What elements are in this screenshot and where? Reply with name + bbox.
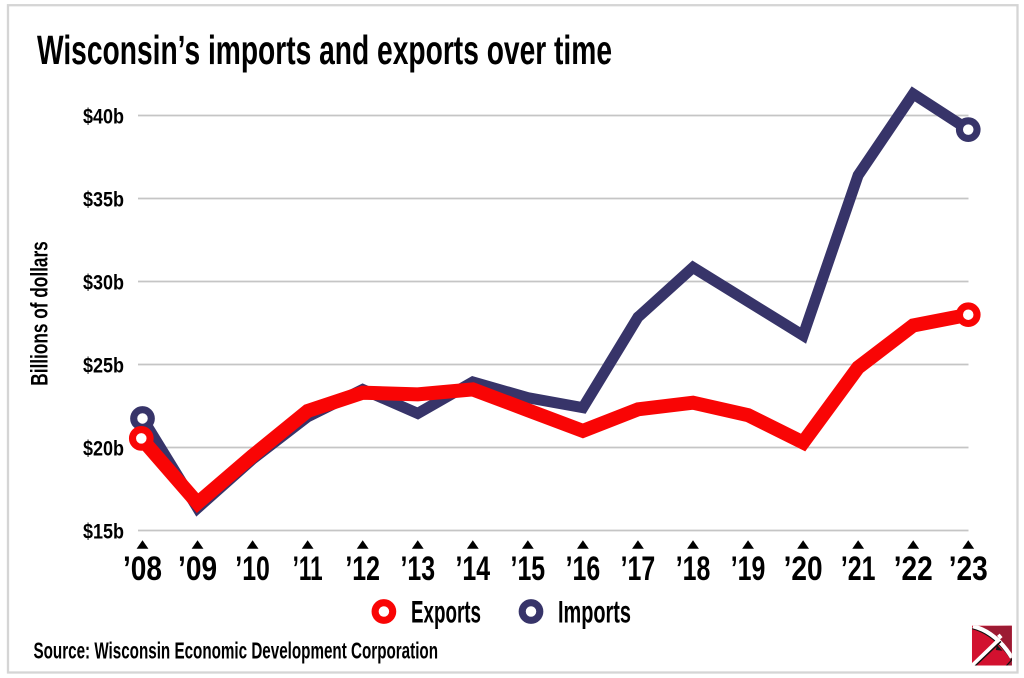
svg-text:’14: ’14 xyxy=(456,550,491,588)
svg-text:’12: ’12 xyxy=(345,550,380,588)
svg-text:’19: ’19 xyxy=(731,550,766,588)
svg-text:$15b: $15b xyxy=(83,521,124,544)
svg-text:’10: ’10 xyxy=(235,550,270,588)
svg-text:Wisconsin’s imports and export: Wisconsin’s imports and exports over tim… xyxy=(37,27,612,73)
svg-text:’16: ’16 xyxy=(566,550,601,588)
svg-text:’22: ’22 xyxy=(894,550,933,588)
svg-text:’20: ’20 xyxy=(784,550,823,588)
svg-text:’23: ’23 xyxy=(949,550,988,588)
svg-text:’09: ’09 xyxy=(178,550,217,588)
svg-text:Exports: Exports xyxy=(411,594,481,630)
svg-text:Billions of dollars: Billions of dollars xyxy=(27,241,54,386)
svg-text:$40b: $40b xyxy=(83,106,124,129)
svg-text:$25b: $25b xyxy=(83,355,124,378)
svg-text:’17: ’17 xyxy=(621,550,656,588)
svg-text:’08: ’08 xyxy=(123,550,162,588)
svg-text:’21: ’21 xyxy=(841,550,876,588)
svg-text:’11: ’11 xyxy=(293,550,323,588)
svg-text:’15: ’15 xyxy=(511,550,546,588)
svg-text:Source: Wisconsin Economic Dev: Source: Wisconsin Economic Development C… xyxy=(34,638,439,664)
svg-text:’18: ’18 xyxy=(676,550,711,588)
svg-text:$35b: $35b xyxy=(83,189,124,212)
svg-text:$30b: $30b xyxy=(83,272,124,295)
svg-text:$20b: $20b xyxy=(83,438,124,461)
svg-text:Imports: Imports xyxy=(558,594,631,630)
svg-text:’13: ’13 xyxy=(400,550,435,588)
